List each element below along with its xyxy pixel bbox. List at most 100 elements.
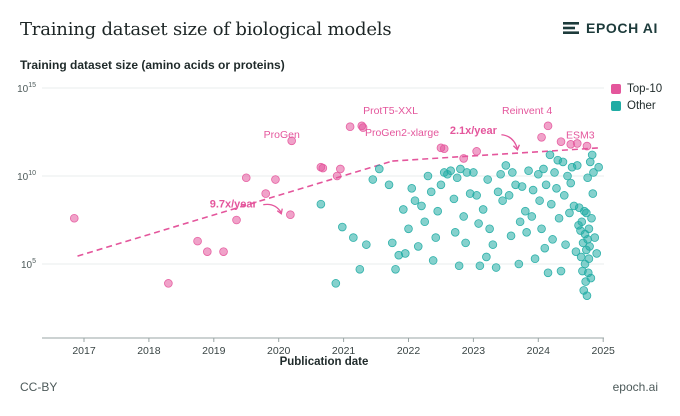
x-tick-label: 2025 <box>592 345 616 357</box>
other-point <box>407 184 417 193</box>
legend: Top-10 Other <box>611 80 662 114</box>
other-point <box>541 180 551 190</box>
other-point <box>554 213 564 223</box>
rate-arrow <box>501 134 519 149</box>
top10-point <box>358 123 368 132</box>
page-title: Training dataset size of biological mode… <box>20 19 392 40</box>
x-tick-label: 2020 <box>267 345 291 357</box>
other-point <box>577 217 587 227</box>
other-point <box>446 166 455 176</box>
other-point <box>475 261 485 271</box>
other-point <box>461 238 470 248</box>
other-point <box>550 168 559 177</box>
point-layer <box>69 121 603 300</box>
other-point <box>594 162 603 172</box>
other-point <box>587 150 597 160</box>
other-point <box>561 240 570 249</box>
top10-point <box>345 122 355 132</box>
other-point <box>504 191 514 200</box>
rate-arrow-head <box>512 144 521 151</box>
other-point <box>565 208 574 218</box>
x-tick-label: 2022 <box>397 345 421 357</box>
legend-item-other[interactable]: Other <box>611 97 662 114</box>
top10-point <box>556 137 566 146</box>
other-point <box>559 191 569 200</box>
other-point <box>535 196 544 205</box>
other-point <box>338 222 347 232</box>
other-point <box>589 168 598 177</box>
other-point <box>456 164 465 174</box>
other-point <box>362 240 371 249</box>
other-point <box>452 173 462 183</box>
other-point <box>506 231 516 241</box>
other-point <box>537 224 546 234</box>
legend-item-top10[interactable]: Top-10 <box>611 80 662 97</box>
other-point <box>572 161 582 170</box>
other-point <box>478 205 488 214</box>
top10-point <box>439 144 449 154</box>
other-point <box>522 228 531 237</box>
other-point <box>585 242 594 251</box>
other-point <box>469 168 478 177</box>
rate-arrow-head <box>276 208 283 215</box>
other-point <box>576 252 586 262</box>
other-point <box>539 164 548 174</box>
y-tick-label: 1015 <box>17 82 36 95</box>
site-link[interactable]: epoch.ai <box>612 380 658 394</box>
other-point <box>508 168 517 177</box>
x-tick-label: 2018 <box>137 345 161 357</box>
other-point <box>545 150 555 160</box>
top10-point <box>332 171 342 181</box>
other-point <box>524 166 533 176</box>
other-point <box>483 175 492 184</box>
other-point <box>592 249 602 258</box>
label-layer: ProGen ProtT5-XXL ProGen2-xlarge Reinvent 4… <box>210 105 595 215</box>
top10-point <box>572 139 582 148</box>
legend-swatch-top10 <box>611 83 621 94</box>
other-point <box>501 161 511 170</box>
other-point <box>450 228 460 237</box>
other-point <box>417 201 426 211</box>
other-point <box>374 164 384 174</box>
other-point <box>515 217 525 227</box>
other-point <box>556 266 566 276</box>
annotation-label: ProGen2-xlarge <box>365 127 439 139</box>
top10-point <box>203 247 212 256</box>
other-point <box>582 208 591 218</box>
other-point <box>384 180 394 190</box>
other-point <box>583 235 592 244</box>
other-point <box>431 233 441 242</box>
top10-point <box>286 210 295 220</box>
brand-name: EPOCH AI <box>586 20 658 36</box>
x-tick-label: 2017 <box>72 345 96 357</box>
other-point <box>530 254 540 264</box>
top10-point <box>582 141 592 151</box>
annotation-label: 2.1x/year <box>450 125 498 137</box>
other-point <box>400 249 410 258</box>
other-point <box>316 199 326 209</box>
other-point <box>404 224 413 234</box>
other-point <box>546 199 556 209</box>
top10-point <box>193 236 202 246</box>
other-point <box>558 157 568 167</box>
other-point <box>420 217 430 227</box>
other-point <box>496 169 505 179</box>
annotation-label: ESM3 <box>566 130 595 142</box>
x-tick-label: 2019 <box>202 345 226 357</box>
top10-point <box>318 163 328 173</box>
other-point <box>482 252 491 262</box>
other-point <box>426 187 436 197</box>
top10-point <box>219 247 228 256</box>
top10-point <box>164 279 173 288</box>
other-point <box>584 254 594 264</box>
legend-swatch-other <box>611 100 621 111</box>
trend-layer <box>77 147 601 257</box>
other-point <box>521 206 530 216</box>
other-point <box>474 219 483 228</box>
brand-logo[interactable]: EPOCH AI <box>562 20 658 36</box>
other-point <box>588 189 598 198</box>
annotation-label: 9.7x/year <box>210 199 258 211</box>
x-tick-label: 2024 <box>527 345 551 357</box>
top10-point <box>472 147 481 156</box>
legend-label-other: Other <box>627 99 656 112</box>
